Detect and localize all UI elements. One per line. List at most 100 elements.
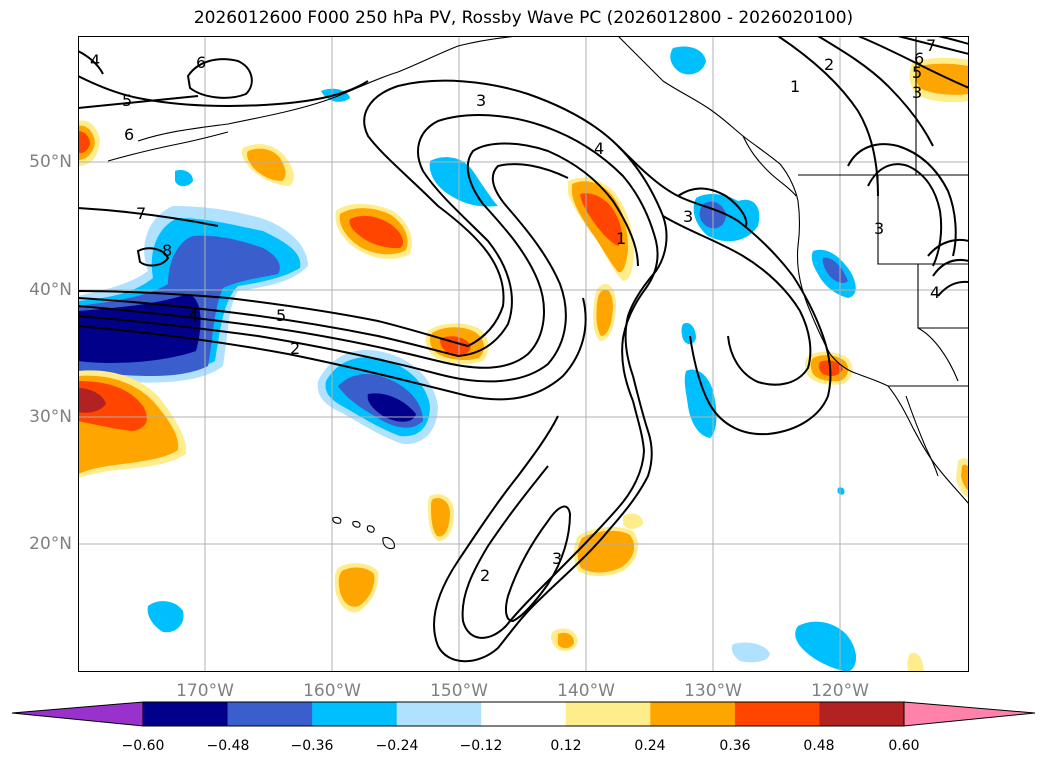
contour-nw-6 [186,58,253,99]
contour-nw-top [78,75,369,107]
contour-ne-4 [897,36,969,55]
contour-east-3 [677,187,748,227]
shade-red-140w [580,193,622,246]
colorbar-cell [819,702,905,726]
contour-label: 4 [594,139,604,158]
contour-label: 5 [122,91,132,110]
shade-navy-central [367,393,416,422]
shade-orange-north-1 [247,148,286,181]
shade-blue-east [684,369,717,438]
contour-label: 4 [90,51,100,70]
contour-d [78,163,569,383]
contour-ne-3 [857,36,969,89]
state-border-3 [917,264,969,329]
contour-label: 2 [480,566,490,585]
contour-big-south [433,375,653,663]
colorbar-tick: 0.24 [634,738,666,754]
lon-label: 140°W [557,681,615,701]
shade-red-north-2 [349,215,404,249]
colorbar-tick: 0.36 [719,738,751,754]
lon-label: 130°W [684,681,742,701]
contour-e [78,297,587,401]
contour-interior-4 [932,258,969,277]
contour-east-1 [617,145,832,436]
contour-ne-5 [937,36,969,45]
colorbar-cell [143,702,229,726]
colorbar-tick: 0.12 [550,738,582,754]
hawaii-2 [352,520,361,528]
contour-label: 6 [196,53,206,72]
map-title: 2026012600 F000 250 hPa PV, Rossby Wave … [193,8,854,28]
colorbar-tick: −0.12 [459,738,503,754]
contour-label: 1 [790,77,800,96]
contour-label: 7 [136,204,146,223]
contour-interior-1 [847,143,957,257]
contour-label: 3 [552,549,562,568]
colorbar-tick: 0.48 [803,738,835,754]
shade-orange-hawaii-n [431,498,450,537]
shade-yellow-20n-2 [623,513,643,529]
shade-orange-sw-2 [338,567,375,607]
lon-label: 160°W [303,681,361,701]
colorbar-cell [650,702,736,726]
lon-label: 170°W [176,681,234,701]
shade-blue-tiny [681,322,696,345]
shade-orange-ne [915,63,969,95]
coast-baja [887,385,969,505]
contour-south-loop [504,505,572,623]
colorbar-cell [227,702,313,726]
contour-label-layer: 4 6 5 6 7 8 5 2 3 4 1 3 2 6 7 5 3 1 3 4 … [90,36,940,585]
shade-blue-sw [147,601,184,633]
contour-label: 6 [914,49,924,68]
state-border-4 [917,327,959,382]
colorbar [11,701,1036,727]
shade-blue-se [795,621,857,672]
coastlines [107,36,969,550]
contour-label: 4 [188,306,198,325]
contour-interior-2 [867,163,943,267]
contour-nw-7 [78,207,219,227]
shade-blue-alaska [670,46,706,75]
colorbar-extend-max [904,702,1035,726]
contour-label: 7 [926,36,936,55]
lat-label: 20°N [29,534,72,554]
colorbar-extend-min [12,702,143,726]
shade-orange-east-edge [961,464,969,491]
coast-aleutian [107,131,229,162]
shade-orange-south-1 [558,632,574,649]
contour-label: 3 [874,219,884,238]
state-border-2 [877,175,969,265]
contour-label: 4 [930,283,940,302]
shade-blue-calif-core [822,257,848,284]
contour-label: 6 [124,125,134,144]
lat-label: 50°N [29,152,72,172]
hawaii-1 [332,516,342,524]
contour-label: 2 [290,339,300,358]
shade-blue-se-2 [731,642,770,663]
contour-ne-1 [777,36,879,197]
shade-blue-north [429,157,498,207]
lat-label: 40°N [29,280,72,300]
colorbar-cells [12,702,1035,726]
colorbar-tick: 0.60 [888,738,920,754]
coast-baja-pen [905,395,939,477]
contour-b [78,114,659,402]
shade-blue-dot-1 [175,170,193,187]
shade-yellow-se [907,652,924,672]
contour-south-inner [461,400,646,639]
colorbar-cell [565,702,651,726]
lon-label: 120°W [811,681,869,701]
coast-west-us [796,200,889,387]
contour-interior-5 [937,280,969,297]
colorbar-cell [734,702,820,726]
contour-label: 3 [912,83,922,102]
hawaii-3 [366,525,375,533]
colorbar-tick: −0.24 [375,738,419,754]
contour-label: 5 [276,306,286,325]
contour-nw-8 [136,247,170,267]
contour-ne-2 [817,36,934,147]
shade-navy-west [78,294,201,363]
colorbar-tick: −0.48 [206,738,250,754]
colorbar-cell [481,702,567,726]
contour-nw-4 [78,50,104,75]
